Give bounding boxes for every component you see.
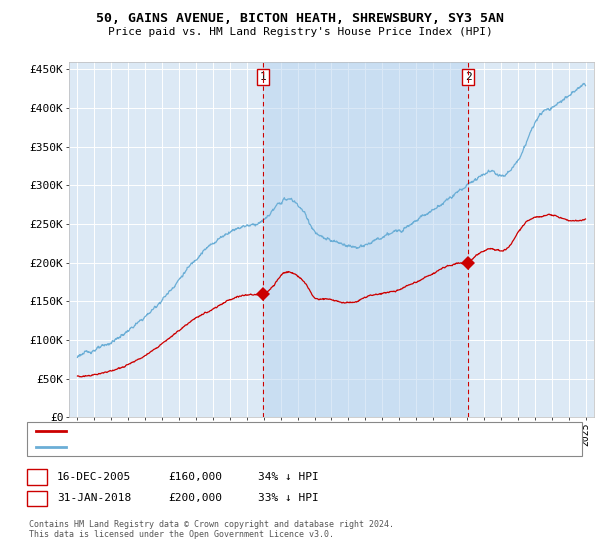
Text: 31-JAN-2018: 31-JAN-2018 [57, 493, 131, 503]
Text: 1: 1 [260, 72, 266, 82]
Text: Contains HM Land Registry data © Crown copyright and database right 2024.
This d: Contains HM Land Registry data © Crown c… [29, 520, 394, 539]
Text: 34% ↓ HPI: 34% ↓ HPI [258, 472, 319, 482]
Text: 33% ↓ HPI: 33% ↓ HPI [258, 493, 319, 503]
Text: 2: 2 [34, 493, 40, 503]
Text: 2: 2 [465, 72, 472, 82]
Text: 50, GAINS AVENUE, BICTON HEATH, SHREWSBURY, SY3 5AN (detached house): 50, GAINS AVENUE, BICTON HEATH, SHREWSBU… [72, 426, 472, 436]
Text: HPI: Average price, detached house, Shropshire: HPI: Average price, detached house, Shro… [72, 442, 342, 452]
Text: Price paid vs. HM Land Registry's House Price Index (HPI): Price paid vs. HM Land Registry's House … [107, 27, 493, 37]
Text: 16-DEC-2005: 16-DEC-2005 [57, 472, 131, 482]
Text: £200,000: £200,000 [168, 493, 222, 503]
Text: 1: 1 [34, 472, 40, 482]
Text: 50, GAINS AVENUE, BICTON HEATH, SHREWSBURY, SY3 5AN: 50, GAINS AVENUE, BICTON HEATH, SHREWSBU… [96, 12, 504, 25]
Text: £160,000: £160,000 [168, 472, 222, 482]
Bar [263, 62, 469, 417]
